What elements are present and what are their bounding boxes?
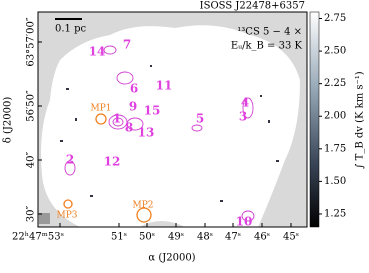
x-tick-label: 48ˢ xyxy=(197,232,213,243)
source-label: 3 xyxy=(239,110,247,124)
x-tick-label: 49ˢ xyxy=(168,232,184,243)
x-tick-label: 51ˢ xyxy=(111,232,127,243)
source-label: 14 xyxy=(89,45,106,59)
source-label: 7 xyxy=(123,38,131,52)
source-label: 11 xyxy=(156,79,173,93)
y-tick-label: 30″ xyxy=(26,206,37,223)
beam xyxy=(39,213,50,224)
noise xyxy=(60,65,279,202)
source-label: 1 xyxy=(113,112,121,126)
source-label: 9 xyxy=(129,100,137,114)
colorbar-tick-label: 2.75 xyxy=(324,13,346,24)
y-tick-label: 63°57′00″ xyxy=(26,17,37,66)
colorbar-tick-label: 1.25 xyxy=(324,208,346,219)
source-label: 12 xyxy=(104,155,121,169)
x-tick-label: 22ʰ47ᵐ53ˢ xyxy=(12,232,64,243)
source-label: 5 xyxy=(196,112,204,126)
colorbar xyxy=(309,11,320,228)
map-region xyxy=(41,25,300,227)
annotation: ¹³CS 5 − 4 × xyxy=(237,27,302,38)
colorbar-tick-label: 2.25 xyxy=(324,78,346,89)
colorbar-tick-label: 1.75 xyxy=(324,143,346,154)
y-axis-label: δ (J2000) xyxy=(3,97,14,144)
colorbar-tick-label: 2.00 xyxy=(324,111,346,122)
source-label: 8 xyxy=(125,121,133,135)
source-label: 10 xyxy=(236,215,253,229)
colorbar-label: ∫ T_B dv (K km s⁻¹) xyxy=(355,71,366,169)
annotation: Eᵤ/k_B = 33 K xyxy=(231,41,303,52)
axes-frame xyxy=(37,11,308,228)
source-label: 15 xyxy=(144,104,161,118)
y-tick-label: 40″ xyxy=(26,152,37,169)
marker-label: MP2 xyxy=(133,201,154,211)
chart-title: ISOSS J22478+6357 xyxy=(200,1,305,12)
x-axis-label: α (J2000) xyxy=(148,253,195,264)
scale-label: 0.1 pc xyxy=(55,24,86,35)
source-label: 2 xyxy=(66,153,74,167)
colorbar-tick-label: 2.50 xyxy=(324,46,346,57)
marker-circles xyxy=(63,113,152,223)
x-tick-label: 50ˢ xyxy=(139,232,155,243)
x-tick-label: 45ˢ xyxy=(283,232,299,243)
y-tick-label: 56′50″ xyxy=(26,90,37,122)
marker-label: MP1 xyxy=(91,104,112,114)
marker-label: MP3 xyxy=(57,211,78,221)
source-label: 4 xyxy=(241,96,249,110)
colorbar-tick-label: 1.50 xyxy=(324,176,346,187)
source-label: 13 xyxy=(138,126,155,140)
contours xyxy=(64,45,255,222)
source-label: 6 xyxy=(130,82,138,96)
x-tick-label: 47ˢ xyxy=(225,232,241,243)
x-tick-label: 46ˢ xyxy=(254,232,270,243)
